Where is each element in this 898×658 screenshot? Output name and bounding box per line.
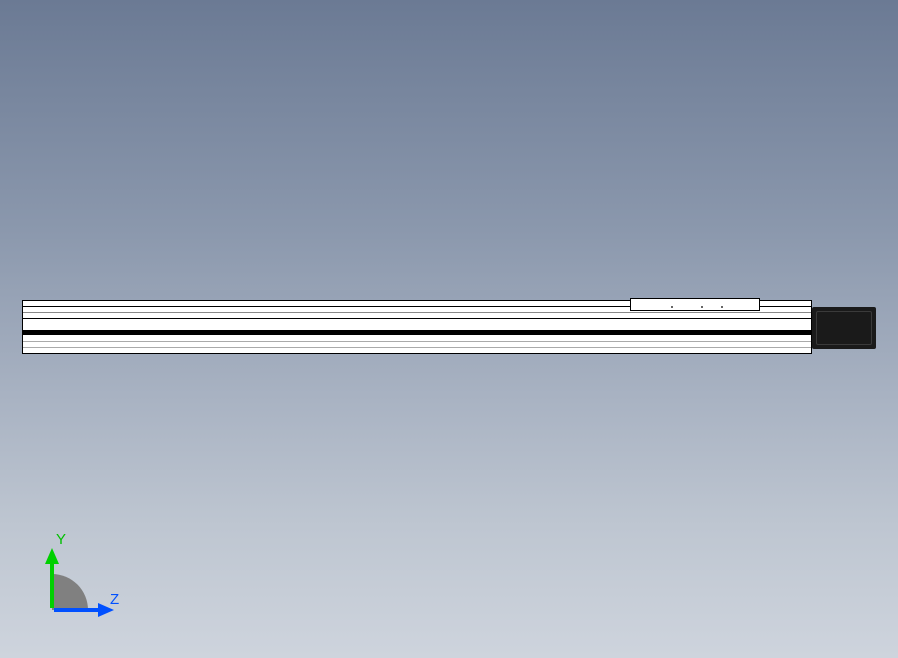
carriage-hole-mark: [671, 306, 673, 308]
motor-housing-edge: [816, 311, 872, 345]
y-axis-label: Y: [56, 531, 66, 548]
z-axis-line: [54, 608, 102, 612]
rail-profile-line: [23, 318, 811, 319]
carriage-block: [630, 298, 760, 311]
carriage-hole-mark: [721, 306, 723, 308]
z-axis-label: Z: [110, 591, 119, 608]
rail-profile-line: [23, 347, 811, 348]
rail-profile-line: [23, 341, 811, 342]
cad-viewport[interactable]: Y Z: [0, 0, 898, 658]
motor-block[interactable]: [812, 307, 876, 349]
linear-rail-model[interactable]: [22, 300, 812, 354]
y-axis-arrow-icon: [45, 548, 59, 564]
triad-origin-arc: [52, 574, 88, 610]
y-axis-line: [50, 560, 54, 608]
rail-profile-line: [23, 312, 811, 313]
rail-slot-band: [23, 330, 811, 335]
axis-triad[interactable]: Y Z: [52, 530, 132, 610]
carriage-hole-mark: [701, 306, 703, 308]
